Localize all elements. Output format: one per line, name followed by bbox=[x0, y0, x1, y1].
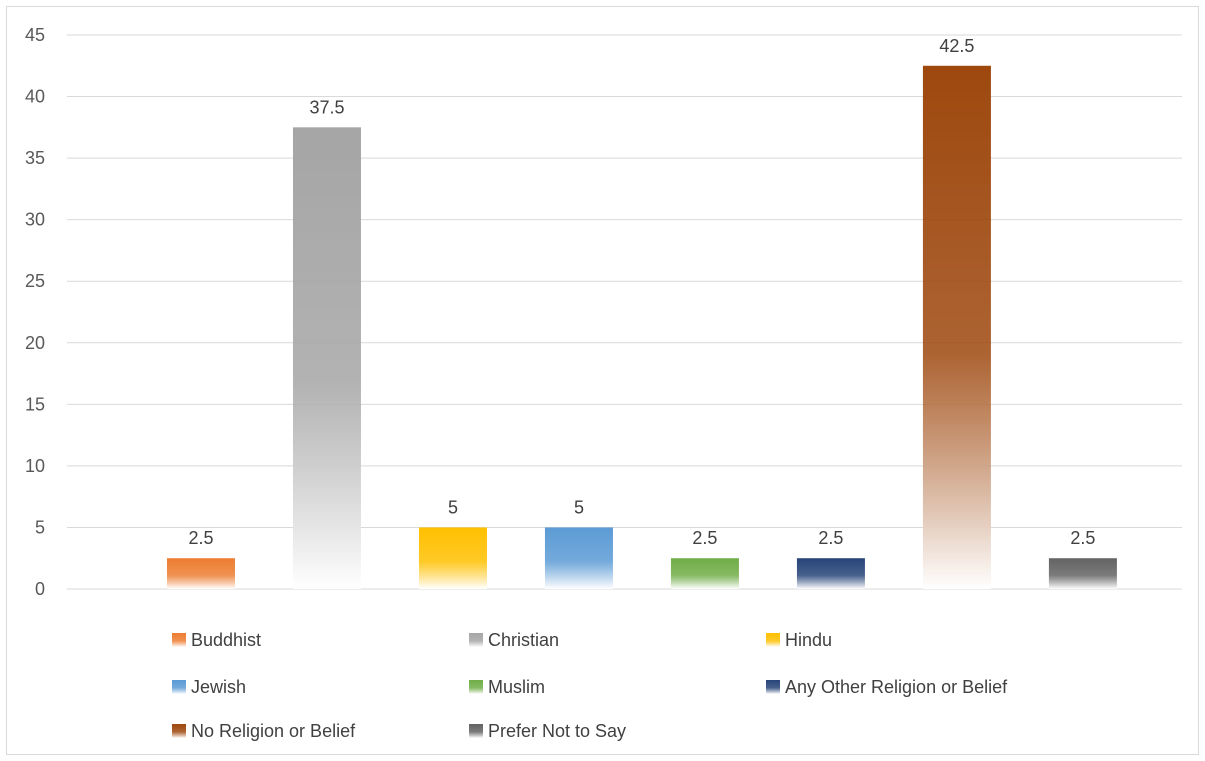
data-label: 2.5 bbox=[692, 528, 717, 548]
legend-item: Jewish bbox=[172, 677, 246, 697]
bar bbox=[418, 527, 487, 589]
legend-label: Christian bbox=[488, 630, 559, 650]
bar bbox=[1048, 558, 1117, 589]
legend-swatch bbox=[172, 680, 186, 694]
data-label: 37.5 bbox=[309, 97, 344, 117]
data-label: 5 bbox=[574, 497, 584, 517]
legend-item: Hindu bbox=[766, 630, 832, 650]
bars bbox=[166, 65, 1117, 590]
legend-label: Muslim bbox=[488, 677, 545, 697]
y-tick-label: 40 bbox=[25, 87, 45, 107]
data-label: 2.5 bbox=[188, 528, 213, 548]
legend-label: Hindu bbox=[785, 630, 832, 650]
legend-swatch bbox=[469, 680, 483, 694]
legend-swatch bbox=[766, 680, 780, 694]
bar bbox=[922, 65, 991, 590]
y-axis: 0 5 10 15 20 25 30 35 40 45 bbox=[25, 25, 45, 599]
y-tick-label: 10 bbox=[25, 456, 45, 476]
y-tick-label: 5 bbox=[35, 517, 45, 537]
legend-swatch bbox=[766, 633, 780, 647]
y-tick-label: 0 bbox=[35, 579, 45, 599]
legend-swatch bbox=[172, 633, 186, 647]
bar bbox=[796, 558, 865, 589]
legend: Buddhist Christian Hindu Jewish Muslim Any Ot… bbox=[172, 630, 1008, 741]
data-label: 2.5 bbox=[1070, 528, 1095, 548]
y-tick-label: 25 bbox=[25, 271, 45, 291]
y-tick-label: 35 bbox=[25, 148, 45, 168]
bar bbox=[166, 558, 235, 589]
legend-label: Prefer Not to Say bbox=[488, 721, 626, 741]
legend-item: No Religion or Belief bbox=[172, 721, 356, 741]
chart-frame bbox=[6, 6, 1199, 755]
legend-item: Muslim bbox=[469, 677, 545, 697]
legend-swatch bbox=[172, 724, 186, 738]
data-labels: 2.5 37.5 5 5 2.5 2.5 42.5 2.5 bbox=[188, 36, 1095, 548]
bar bbox=[670, 558, 739, 589]
legend-item: Any Other Religion or Belief bbox=[766, 677, 1008, 697]
gridlines bbox=[67, 34, 1182, 590]
bar bbox=[292, 127, 361, 589]
y-tick-label: 20 bbox=[25, 333, 45, 353]
bar bbox=[544, 527, 613, 589]
legend-item: Buddhist bbox=[172, 630, 261, 650]
legend-swatch bbox=[469, 633, 483, 647]
legend-label: No Religion or Belief bbox=[191, 721, 356, 741]
legend-label: Any Other Religion or Belief bbox=[785, 677, 1008, 697]
data-label: 2.5 bbox=[818, 528, 843, 548]
data-label: 5 bbox=[448, 497, 458, 517]
legend-item: Prefer Not to Say bbox=[469, 721, 626, 741]
legend-item: Christian bbox=[469, 630, 559, 650]
y-tick-label: 30 bbox=[25, 210, 45, 230]
legend-swatch bbox=[469, 724, 483, 738]
legend-label: Buddhist bbox=[191, 630, 261, 650]
y-tick-label: 45 bbox=[25, 25, 45, 45]
data-label: 42.5 bbox=[939, 36, 974, 56]
legend-label: Jewish bbox=[191, 677, 246, 697]
y-tick-label: 15 bbox=[25, 394, 45, 414]
